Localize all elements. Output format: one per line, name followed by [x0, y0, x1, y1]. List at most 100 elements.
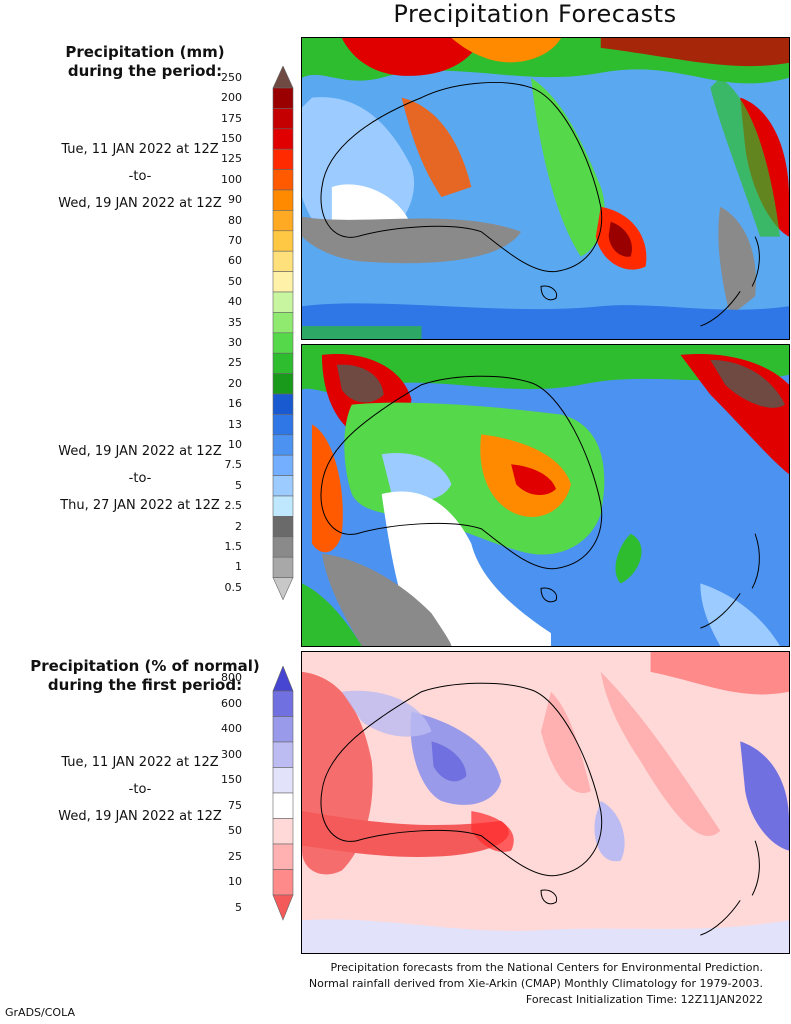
map-panel-week2 — [301, 344, 790, 647]
precip-colorbar-tick-label: 90 — [228, 193, 242, 207]
anomaly-colorbar-tick-label: 600 — [221, 696, 242, 710]
precip-colorbar-tick-label: 2 — [235, 519, 242, 533]
anomaly-colorbar-tick-label: 50 — [228, 824, 242, 838]
precip-colorbar-tick-label: 7.5 — [224, 458, 243, 472]
precip-colorbar-tick-label: 40 — [228, 295, 242, 309]
anomaly-colorbar-tick-label: 75 — [228, 798, 242, 812]
precip-colorbar-tick-label: 0.5 — [224, 580, 243, 594]
precip-colorbar-segment — [272, 373, 294, 395]
footer-line3: Forecast Initialization Time: 12Z11JAN20… — [525, 993, 763, 1006]
precip-colorbar — [272, 66, 294, 601]
credit: GrADS/COLA — [5, 1006, 75, 1019]
anomaly-colorbar-tick-label: 400 — [221, 722, 242, 736]
precip-colorbar-tick-label: 80 — [228, 213, 242, 227]
precip-colorbar-tick-label: 10 — [228, 438, 242, 451]
precip-colorbar-segment — [272, 495, 294, 517]
precip-colorbar-segment — [272, 556, 294, 578]
precip-colorbar-segment — [272, 271, 294, 293]
anomaly-colorbar-segment — [272, 869, 294, 896]
page-title: Precipitation Forecasts — [393, 0, 677, 28]
period2-end: Thu, 27 JAN 2022 at 12Z — [60, 498, 220, 513]
footer-line1: Precipitation forecasts from the Nationa… — [330, 961, 764, 974]
map-panel-anomaly — [301, 651, 790, 954]
precip-colorbar-tick-label: 125 — [221, 152, 242, 166]
precip-colorbar-tick-label: 1.5 — [224, 540, 243, 553]
precip-colorbar-segment — [272, 230, 294, 252]
anomaly-colorbar-tick-label: 10 — [228, 875, 242, 889]
precip-colorbar-segment — [272, 108, 294, 130]
precip-colorbar-bottom-arrow — [272, 577, 294, 601]
period3-sep: -to- — [128, 782, 152, 797]
map-panel-week1 — [301, 37, 790, 340]
precip-colorbar-segment — [272, 169, 294, 191]
precip-colorbar-tick-label: 100 — [221, 172, 242, 186]
precip-colorbar-tick-label: 70 — [228, 234, 242, 247]
anomaly-colorbar-segment — [272, 843, 294, 870]
precip-colorbar-segment — [272, 250, 294, 272]
precip-colorbar-segment — [272, 210, 294, 232]
precip-colorbar-tick-label: 20 — [228, 376, 242, 390]
precip-colorbar-segment — [272, 128, 294, 150]
precip-colorbar-segment — [272, 332, 294, 354]
anomaly-colorbar-segment — [272, 741, 294, 768]
anomaly-header-line2: during the first period: — [47, 676, 243, 694]
period3-end: Wed, 19 JAN 2022 at 12Z — [58, 809, 222, 824]
precip-colorbar-segment — [272, 434, 294, 456]
precip-colorbar-segment — [272, 536, 294, 558]
anomaly-colorbar-tick-label: 25 — [228, 849, 242, 863]
precip-colorbar-segment — [272, 148, 294, 170]
precip-colorbar-segment — [272, 516, 294, 538]
precip-colorbar-tick-label: 5 — [235, 478, 242, 492]
anomaly-colorbar-top-arrow — [272, 666, 294, 692]
precip-colorbar-segment — [272, 414, 294, 436]
period1-sep: -to- — [128, 169, 152, 184]
period1-start: Tue, 11 JAN 2022 at 12Z — [61, 142, 219, 157]
precip-colorbar-tick-label: 60 — [228, 254, 242, 268]
precip-colorbar-tick-label: 150 — [221, 132, 242, 145]
precip-colorbar-tick-label: 35 — [228, 315, 242, 329]
anomaly-colorbar — [272, 666, 294, 921]
precip-colorbar-tick-label: 250 — [221, 70, 242, 84]
precip-colorbar-segment — [272, 475, 294, 497]
anomaly-colorbar-segment — [272, 818, 294, 845]
precip-colorbar-tick-label: 30 — [228, 336, 242, 349]
precip-colorbar-tick-label: 25 — [228, 356, 242, 370]
precip-colorbar-segment — [272, 291, 294, 313]
period2-start: Wed, 19 JAN 2022 at 12Z — [58, 444, 222, 459]
precip-colorbar-tick-label: 200 — [221, 91, 242, 105]
period2-dates: Wed, 19 JAN 2022 at 12Z -to- Thu, 27 JAN… — [0, 438, 280, 519]
precip-map-week1 — [302, 38, 789, 339]
anomaly-colorbar-segment — [272, 716, 294, 743]
anomaly-header-line1: Precipitation (% of normal) — [30, 657, 260, 675]
period2-sep: -to- — [128, 471, 152, 486]
precip-colorbar-segment — [272, 393, 294, 415]
precip-colorbar-tick-label: 175 — [221, 111, 242, 125]
period3-dates: Tue, 11 JAN 2022 at 12Z -to- Wed, 19 JAN… — [0, 749, 280, 830]
footer-line2: Normal rainfall derived from Xie-Arkin (… — [308, 977, 763, 990]
precip-colorbar-tick-label: 16 — [228, 397, 242, 411]
precip-colorbar-tick-label: 1 — [235, 560, 242, 574]
anomaly-colorbar-tick-label: 5 — [235, 900, 242, 914]
anomaly-colorbar-segment — [272, 792, 294, 819]
precip-colorbar-segment — [272, 87, 294, 109]
footer: Precipitation forecasts from the Nationa… — [309, 960, 763, 1008]
period3-start: Tue, 11 JAN 2022 at 12Z — [61, 755, 219, 770]
anomaly-colorbar-segment — [272, 690, 294, 717]
period1-end: Wed, 19 JAN 2022 at 12Z — [58, 196, 222, 211]
anomaly-colorbar-segment — [272, 767, 294, 794]
anomaly-map-week1 — [302, 652, 789, 953]
precip-colorbar-tick-label: 50 — [228, 274, 242, 288]
amount-header: Precipitation (mm) during the period: — [0, 43, 290, 81]
anomaly-header: Precipitation (% of normal) during the f… — [0, 657, 290, 695]
anomaly-colorbar-bottom-arrow — [272, 894, 294, 921]
period1-dates: Tue, 11 JAN 2022 at 12Z -to- Wed, 19 JAN… — [0, 136, 280, 217]
precip-colorbar-segment — [272, 352, 294, 374]
precip-colorbar-tick-label: 2.5 — [224, 499, 243, 513]
precip-colorbar-segment — [272, 189, 294, 211]
precip-map-week2 — [302, 345, 789, 646]
precip-colorbar-tick-label: 13 — [228, 417, 242, 431]
precip-colorbar-segment — [272, 312, 294, 334]
anomaly-colorbar-tick-label: 800 — [221, 671, 242, 685]
amount-header-line1: Precipitation (mm) — [65, 43, 225, 61]
amount-header-line2: during the period: — [67, 62, 223, 80]
